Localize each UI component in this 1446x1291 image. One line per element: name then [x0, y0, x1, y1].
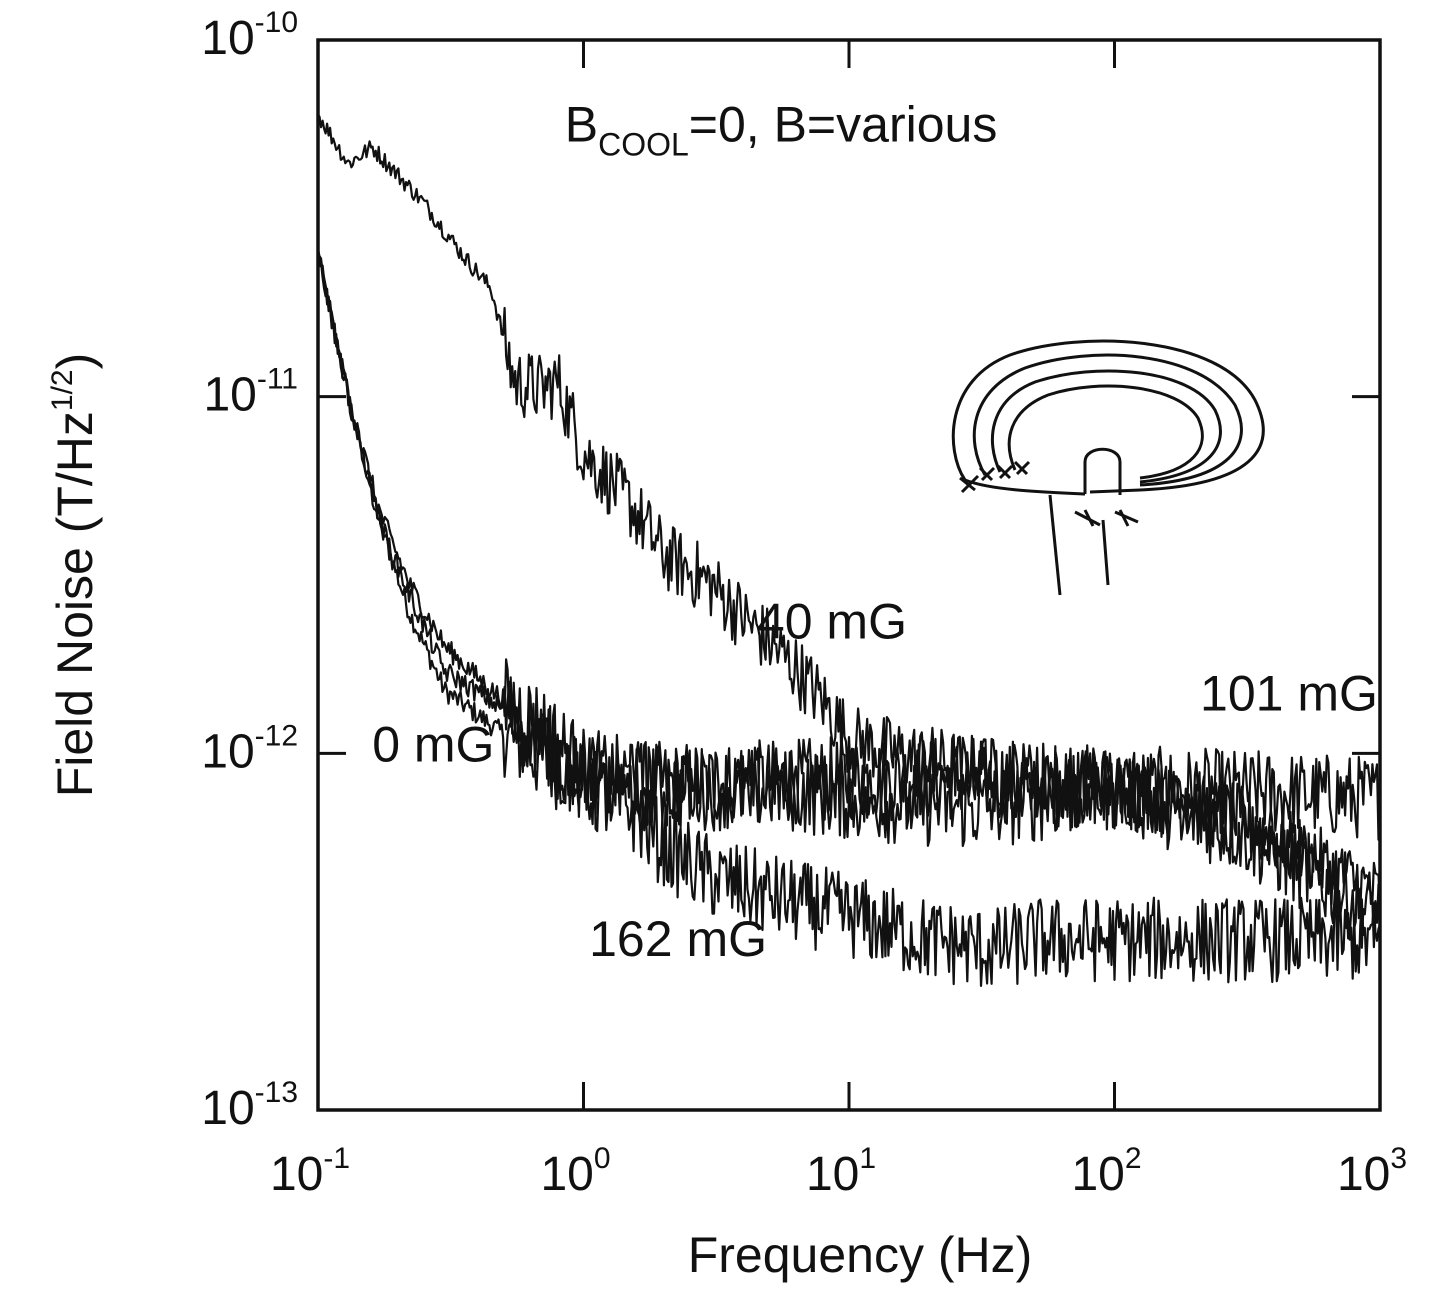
series-line: [316, 248, 1382, 949]
series-label: 162 mG: [589, 911, 767, 967]
series-line: [317, 113, 1382, 920]
y-tick-label: 10-11: [203, 363, 298, 422]
y-axis-title: Field Noise (T/Hz1/2): [46, 353, 103, 798]
x-tick-label: 103: [1337, 1142, 1407, 1201]
x-tick-label: 101: [806, 1142, 876, 1201]
series-label: 101 mG: [1200, 665, 1378, 721]
y-tick-label: 10-10: [201, 6, 298, 65]
x-tick-label: 100: [540, 1142, 610, 1201]
y-tick-label: 10-12: [201, 719, 298, 778]
x-tick-label: 102: [1071, 1142, 1141, 1201]
series-label: 40 mG: [757, 593, 907, 649]
series-label: 0 mG: [372, 716, 494, 772]
chart-annotation: BCOOL=0, B=various: [565, 96, 998, 162]
x-tick-label: 10-1: [270, 1142, 350, 1201]
series-line: [317, 253, 1382, 987]
series-labels: 0 mG 40 mG 101 mG 162 mG: [372, 593, 1378, 967]
sensor-field-lines-icon: [951, 339, 1265, 596]
series-layer: [316, 113, 1382, 987]
tick-labels: 10-1 100 101 102 103 10-13 10-12 10-11 10-10: [201, 6, 1407, 1201]
axis-ticks: [316, 38, 1382, 1112]
y-tick-label: 10-13: [201, 1076, 298, 1135]
x-axis-title: Frequency (Hz): [688, 1227, 1033, 1283]
